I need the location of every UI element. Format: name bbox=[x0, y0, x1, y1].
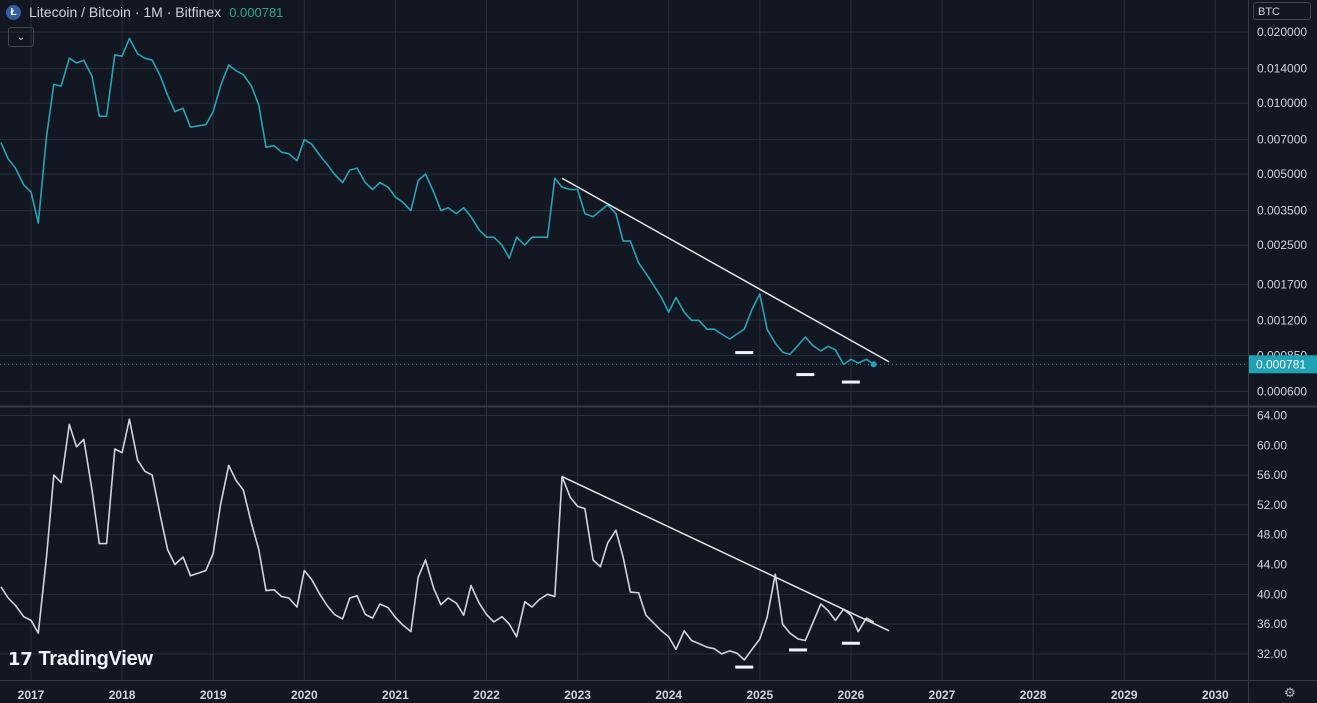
y-tick-label: 0.005000 bbox=[1257, 167, 1307, 181]
litecoin-icon: Ł bbox=[6, 4, 21, 20]
y-tick-label: 0.000600 bbox=[1257, 384, 1307, 398]
y-tick-label: 0.003500 bbox=[1257, 204, 1307, 218]
x-tick-label: 2025 bbox=[746, 688, 773, 702]
y-tick-label: 52.00 bbox=[1257, 498, 1287, 512]
tradingview-logo-icon: 17 bbox=[8, 649, 33, 670]
y-tick-label: 0.007000 bbox=[1257, 133, 1307, 147]
y-tick-label: 0.010000 bbox=[1257, 96, 1307, 110]
x-tick-label: 2030 bbox=[1202, 688, 1229, 702]
y-tick-label: 0.001200 bbox=[1257, 313, 1307, 327]
x-tick-label: 2019 bbox=[200, 688, 227, 702]
y-tick-label: 0.001700 bbox=[1257, 278, 1307, 292]
x-tick-label: 2020 bbox=[291, 688, 318, 702]
low-marker bbox=[735, 351, 754, 355]
last-price-tag-label: 0.000781 bbox=[1256, 357, 1306, 371]
x-tick-label: 2028 bbox=[1020, 688, 1047, 702]
low-marker bbox=[841, 641, 860, 645]
tradingview-logo-text: TradingView bbox=[38, 648, 153, 670]
x-tick-label: 2018 bbox=[109, 688, 136, 702]
y-tick-label: 60.00 bbox=[1257, 438, 1287, 452]
symbol-legend[interactable]: Ł Litecoin / Bitcoin · 1M · Bitfinex 0.0… bbox=[6, 3, 283, 21]
y-tick-label: 0.002500 bbox=[1257, 238, 1307, 252]
y-tick-label: 32.00 bbox=[1257, 647, 1287, 661]
price-series-line bbox=[0, 37, 875, 366]
oscillator-pane bbox=[0, 418, 890, 669]
price-pane bbox=[0, 37, 1248, 384]
y-tick-label: 44.00 bbox=[1257, 557, 1287, 571]
time-axis[interactable]: 2017 2018 2019 2020 2021 2022 2023 2024 2025 2026… bbox=[18, 688, 1229, 702]
y-tick-label: 40.00 bbox=[1257, 587, 1287, 601]
low-marker bbox=[735, 665, 754, 669]
price-trendline bbox=[561, 177, 890, 363]
x-tick-label: 2027 bbox=[929, 688, 956, 702]
y-tick-label: 0.020000 bbox=[1257, 25, 1307, 39]
y-tick-label: 0.014000 bbox=[1257, 62, 1307, 76]
last-price-tag bbox=[1249, 355, 1317, 374]
last-price-dot bbox=[870, 361, 877, 368]
y-tick-label: 36.00 bbox=[1257, 617, 1287, 631]
chevron-down-icon: ⌄ bbox=[16, 31, 26, 43]
gear-icon[interactable]: ⚙ bbox=[1284, 685, 1296, 700]
x-tick-label: 2022 bbox=[473, 688, 500, 702]
oscillator-trendline bbox=[561, 475, 890, 632]
x-tick-label: 2017 bbox=[18, 688, 45, 702]
x-tick-label: 2021 bbox=[382, 688, 409, 702]
low-marker bbox=[789, 648, 808, 652]
tradingview-logo[interactable]: 17 TradingView bbox=[8, 648, 153, 671]
low-marker bbox=[796, 373, 815, 377]
x-tick-label: 2024 bbox=[655, 688, 682, 702]
x-tick-label: 2023 bbox=[564, 688, 591, 702]
collapse-legend-button[interactable]: ⌄ bbox=[8, 27, 34, 47]
x-tick-label: 2026 bbox=[838, 688, 865, 702]
price-axis[interactable]: 0.020000 0.014000 0.010000 0.007000 0.005000… bbox=[1249, 25, 1317, 661]
y-tick-label: 56.00 bbox=[1257, 468, 1287, 482]
x-tick-label: 2029 bbox=[1111, 688, 1138, 702]
low-marker bbox=[841, 380, 860, 384]
y-tick-label: 64.00 bbox=[1257, 408, 1287, 422]
oscillator-series-line bbox=[0, 418, 875, 661]
symbol-title: Litecoin / Bitcoin · 1M · Bitfinex bbox=[29, 4, 222, 20]
currency-label[interactable]: BTC bbox=[1253, 2, 1311, 20]
y-tick-label: 48.00 bbox=[1257, 528, 1287, 542]
last-price: 0.000781 bbox=[229, 4, 284, 20]
